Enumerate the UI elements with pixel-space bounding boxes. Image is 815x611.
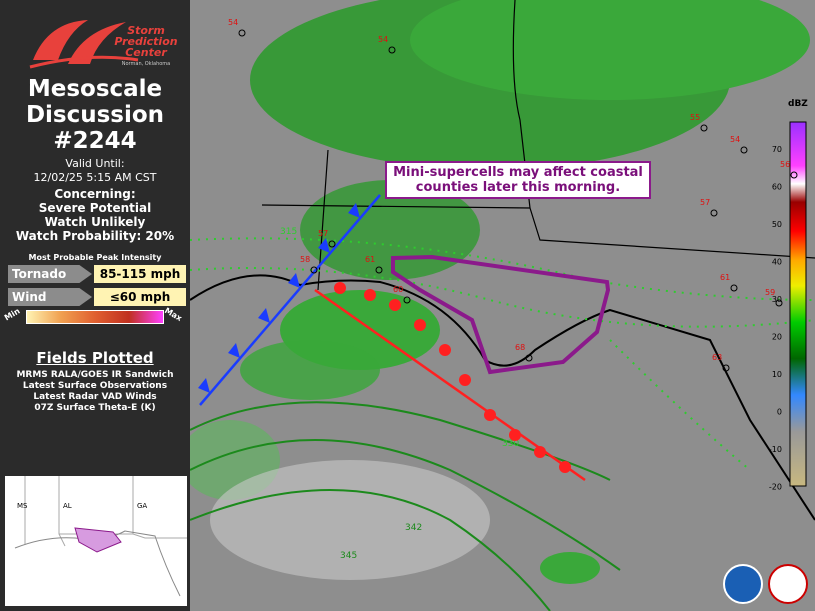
colorbar-tick: 0: [777, 408, 782, 417]
station-temp: 63: [712, 353, 722, 362]
colorbar-tick: 10: [772, 370, 782, 379]
station-temp: 54: [378, 35, 388, 44]
station-marker: [388, 46, 396, 54]
station-marker: [375, 266, 383, 274]
station-temp: 57: [318, 229, 328, 238]
station-temp: 55: [690, 113, 700, 122]
field-item: 07Z Surface Theta-E (K): [34, 403, 156, 413]
intensity-value: 85-115 mph: [94, 265, 186, 283]
field-item: MRMS RALA/GOES IR Sandwich: [16, 370, 174, 380]
colorbar-tick: -10: [769, 445, 782, 454]
intensity-value: ≤60 mph: [94, 288, 186, 306]
colorbar-tick: 30: [772, 295, 782, 304]
logo: Storm Prediction Center Norman, Oklahoma: [29, 20, 178, 69]
logo-location: Norman, Oklahoma: [122, 61, 171, 67]
inset-state: AL: [63, 502, 72, 510]
colorbar-tick: 20: [772, 333, 782, 342]
station-temp: 61: [720, 273, 730, 282]
logo-text: Center: [125, 46, 167, 59]
station-marker: [700, 124, 708, 132]
station-marker: [310, 266, 318, 274]
colorbar-tick: 50: [772, 220, 782, 229]
colorbar-tick: -20: [769, 483, 782, 492]
station-temp: 54: [228, 18, 238, 27]
annotation: Mini-supercells may affect coastal count…: [385, 161, 651, 199]
valid-time: 12/02/25 5:15 AM CST: [33, 171, 157, 184]
contour-label: 345: [340, 551, 357, 561]
concerning-line: Watch Probability: 20%: [15, 229, 175, 243]
nws-logo: [768, 564, 808, 604]
map: 330 315 342 345 dBZ 70 60 50 40 30 20 10 0 -10 -2…: [190, 0, 815, 611]
station-temp: 59: [765, 288, 775, 297]
inset-state: GA: [137, 502, 147, 510]
side-panel: Storm Prediction Center Norman, Oklahoma…: [0, 0, 190, 611]
contour-label: 330: [502, 439, 519, 449]
fields-title: Fields Plotted: [36, 349, 154, 367]
colorbar-unit: dBZ: [788, 99, 808, 109]
scale-min: Min: [2, 306, 22, 323]
noaa-logo: [723, 564, 763, 604]
station-marker: [775, 299, 783, 307]
station-temp: 57: [700, 198, 710, 207]
field-item: Latest Surface Observations: [22, 381, 168, 391]
station-temp: 58: [300, 255, 310, 264]
inset-state: MS: [17, 502, 28, 510]
station-marker: [730, 284, 738, 292]
title: Mesoscale: [27, 76, 163, 102]
station-marker: [790, 171, 798, 179]
concerning-line: Watch Unlikely: [44, 215, 146, 229]
intensity-title: Most Probable Peak Intensity: [28, 253, 162, 262]
valid-label: Valid Until:: [65, 157, 125, 170]
station-marker: [710, 209, 718, 217]
contour-label: 315: [280, 227, 297, 237]
contour-label: 342: [405, 523, 422, 533]
station-temp: 61: [365, 255, 375, 264]
inset-map: MS AL GA: [5, 476, 187, 606]
station-marker: [525, 354, 533, 362]
colorbar-tick: 70: [772, 145, 782, 154]
station-marker: [722, 364, 730, 372]
station-marker: [403, 296, 411, 304]
logo-text: Storm: [127, 24, 165, 37]
logo-text: Prediction: [114, 35, 177, 48]
colorbar: [789, 121, 807, 487]
station-temp: 54: [730, 135, 740, 144]
station-marker: [740, 146, 748, 154]
concerning-line: Severe Potential: [38, 201, 152, 215]
colorbar-tick: 40: [772, 258, 782, 267]
field-item: Latest Radar VAD Winds: [33, 392, 157, 402]
station-temp: 60: [393, 285, 403, 294]
title: Discussion: [25, 102, 165, 128]
intensity-label: Wind: [8, 288, 92, 306]
station-marker: [328, 240, 336, 248]
intensity-label: Tornado: [8, 265, 92, 283]
intensity-scale: [26, 310, 164, 324]
station-temp: 68: [515, 343, 525, 352]
concerning-label: Concerning:: [54, 187, 136, 201]
station-marker: [238, 29, 246, 37]
scale-max: Max: [162, 305, 184, 324]
station-temp: 56: [780, 160, 790, 169]
title: #2244: [53, 128, 137, 154]
colorbar-tick: 60: [772, 183, 782, 192]
